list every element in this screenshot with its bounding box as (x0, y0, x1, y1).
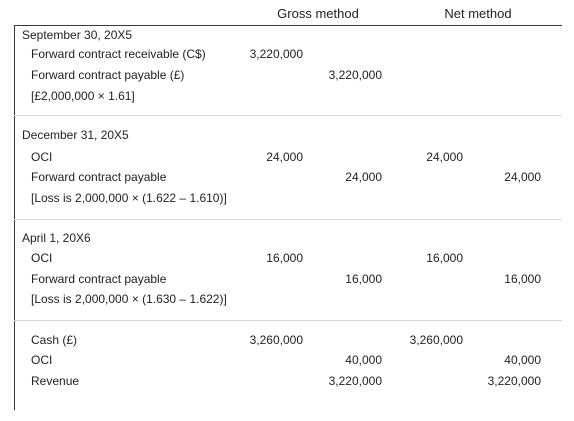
account-name: OCI (31, 150, 53, 164)
net-method-header: Net method (444, 6, 512, 21)
gross-credit: 16,000 (345, 272, 382, 286)
journal-line: [Loss is 2,000,000 × (1.622 – 1.610)] (0, 189, 574, 207)
account-name: Revenue (31, 374, 80, 388)
entry-date-row: April 1, 20X6 (0, 229, 574, 247)
gross-credit: 24,000 (345, 170, 382, 184)
entry-separator (14, 219, 562, 220)
entry-date-row: September 30, 20X5 (0, 26, 574, 44)
calculation-note: [£2,000,000 × 1.61] (31, 89, 135, 103)
account-name: OCI (31, 251, 53, 265)
journal-line: Cash (£) 3,260,000 3,260,000 (0, 331, 574, 349)
journal-line: [£2,000,000 × 1.61] (0, 87, 574, 105)
entry-date: April 1, 20X6 (22, 231, 91, 245)
gross-credit: 40,000 (345, 353, 382, 367)
gross-debit: 24,000 (266, 150, 303, 164)
journal-line: Forward contract receivable (C$) 3,220,0… (0, 45, 574, 63)
entry-separator (14, 115, 562, 116)
journal-line: OCI 24,000 24,000 (0, 148, 574, 166)
gross-credit: 3,220,000 (328, 374, 382, 388)
journal-line: Forward contract payable 24,000 24,000 (0, 168, 574, 186)
gross-debit: 3,220,000 (249, 47, 303, 61)
calculation-note: [Loss is 2,000,000 × (1.630 – 1.622)] (31, 292, 227, 306)
journal-line: OCI 40,000 40,000 (0, 351, 574, 369)
net-credit: 16,000 (504, 272, 541, 286)
net-credit: 40,000 (504, 353, 541, 367)
gross-credit: 3,220,000 (328, 68, 382, 82)
entry-date: December 31, 20X5 (22, 128, 129, 142)
journal-line: Forward contract payable 16,000 16,000 (0, 270, 574, 288)
account-name: Cash (£) (31, 333, 78, 347)
net-debit: 3,260,000 (409, 333, 463, 347)
journal-line: [Loss is 2,000,000 × (1.630 – 1.622)] (0, 290, 574, 308)
account-name: OCI (31, 353, 53, 367)
entry-separator (14, 320, 562, 321)
journal-line: OCI 16,000 16,000 (0, 249, 574, 267)
gross-debit: 16,000 (266, 251, 303, 265)
entry-date-row: December 31, 20X5 (0, 126, 574, 144)
table-top-border (14, 25, 562, 26)
table-left-border (14, 25, 15, 410)
journal-line: Revenue 3,220,000 3,220,000 (0, 372, 574, 390)
net-debit: 16,000 (426, 251, 463, 265)
journal-line: Forward contract payable (£) 3,220,000 (0, 66, 574, 84)
gross-method-header: Gross method (277, 6, 359, 21)
account-name: Forward contract payable (31, 170, 167, 184)
calculation-note: [Loss is 2,000,000 × (1.622 – 1.610)] (31, 191, 227, 205)
account-name: Forward contract payable (£) (31, 68, 185, 82)
gross-debit: 3,260,000 (249, 333, 303, 347)
net-debit: 24,000 (426, 150, 463, 164)
account-name: Forward contract payable (31, 272, 167, 286)
account-name: Forward contract receivable (C$) (31, 47, 206, 61)
net-credit: 3,220,000 (487, 374, 541, 388)
entry-date: September 30, 20X5 (22, 28, 133, 42)
net-credit: 24,000 (504, 170, 541, 184)
